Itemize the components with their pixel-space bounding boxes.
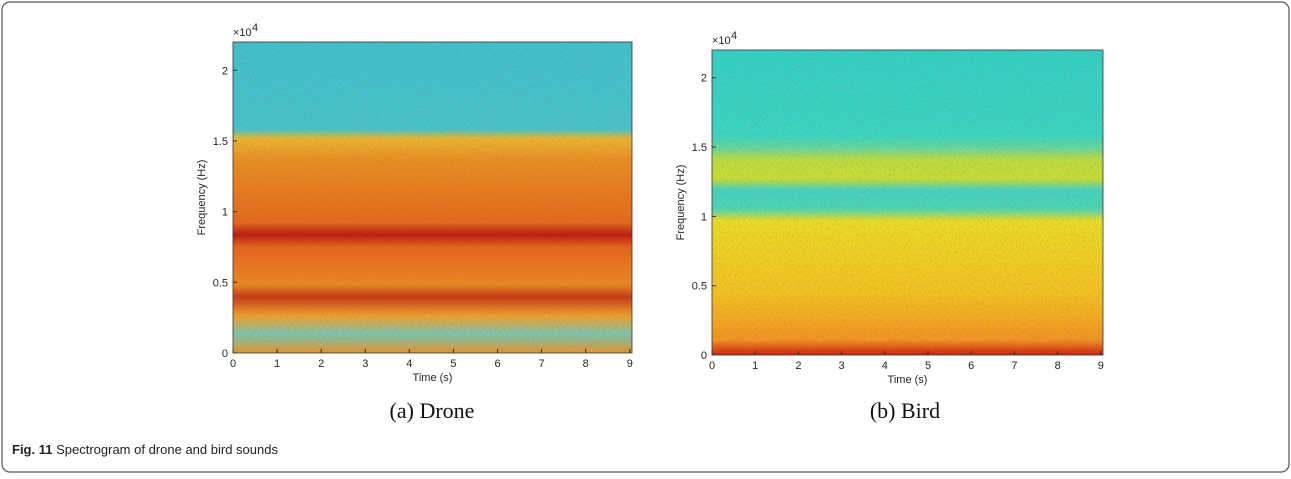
y-axis-label: Frequency (Hz) [675, 165, 687, 241]
x-axis-label: Time (s) [888, 374, 928, 386]
y-tick-label: 0.5 [213, 277, 228, 289]
x-tick-label: 1 [752, 360, 758, 372]
exponent-base: ×10 [712, 35, 731, 47]
x-tick-label: 2 [318, 358, 324, 370]
x-tick-label: 7 [539, 358, 545, 370]
x-tick-label: 8 [1055, 360, 1061, 372]
y-tick-label: 1 [222, 207, 228, 219]
x-tick-label: 5 [450, 358, 456, 370]
y-tick-label: 1 [701, 211, 707, 223]
x-tick-label: 8 [583, 358, 589, 370]
subfigure-caption: (a) Drone [390, 398, 475, 423]
x-tick-label: 9 [627, 358, 633, 370]
x-tick-label: 1 [274, 358, 280, 370]
y-tick-label: 0.5 [692, 281, 707, 293]
y-tick-label: 1.5 [213, 136, 228, 148]
x-tick-label: 6 [968, 360, 974, 372]
spectrogram-texture [712, 50, 1103, 355]
x-tick-label: 6 [494, 358, 500, 370]
x-tick-label: 3 [362, 358, 368, 370]
y-tick-label: 2 [701, 73, 707, 85]
x-tick-label: 7 [1011, 360, 1017, 372]
exponent: 4 [731, 30, 737, 42]
x-tick-label: 0 [709, 360, 715, 372]
y-axis-label: Frequency (Hz) [196, 160, 208, 236]
x-tick-label: 3 [839, 360, 845, 372]
caption: Fig. 11 Spectrogram of drone and bird so… [12, 442, 278, 457]
y-tick-label: 2 [222, 65, 228, 77]
spectrogram-texture [233, 42, 632, 353]
x-axis-label: Time (s) [413, 372, 453, 384]
exponent-base: ×10 [233, 27, 252, 39]
axes-frame [232, 41, 633, 354]
caption-label: Fig. 11 [12, 442, 52, 457]
exponent: 4 [252, 22, 258, 34]
x-tick-label: 4 [882, 360, 888, 372]
axes-frame [711, 49, 1104, 356]
caption-text: Spectrogram of drone and bird sounds [56, 442, 278, 457]
x-tick-label: 0 [230, 358, 236, 370]
x-tick-label: 2 [795, 360, 801, 372]
y-tick-label: 0 [222, 348, 228, 360]
y-tick-label: 1.5 [692, 142, 707, 154]
x-tick-label: 4 [406, 358, 412, 370]
x-tick-label: 9 [1098, 360, 1104, 372]
x-tick-label: 5 [925, 360, 931, 372]
subfigure-caption: (b) Bird [870, 398, 940, 423]
y-tick-label: 0 [701, 350, 707, 362]
